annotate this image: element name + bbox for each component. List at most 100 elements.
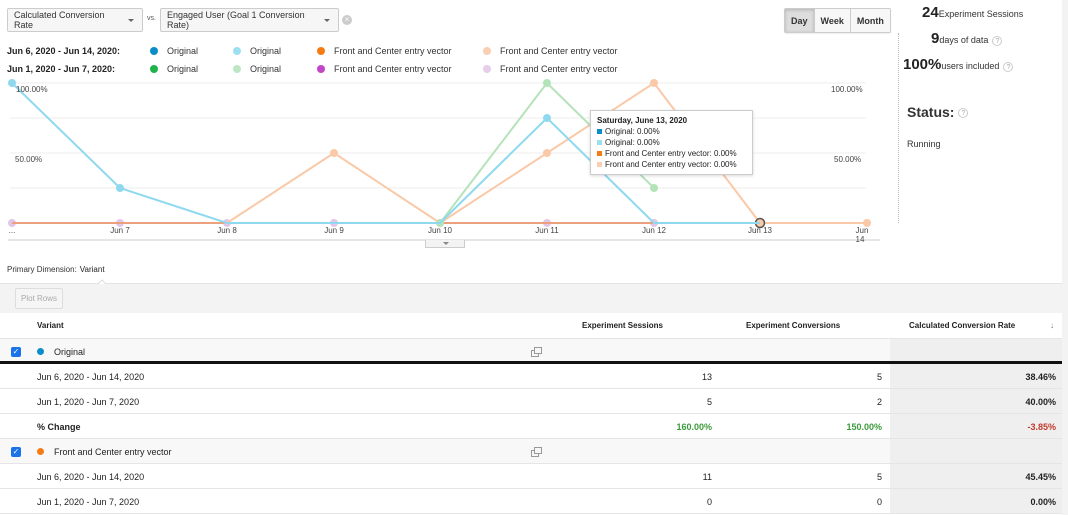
variant-dot-icon xyxy=(37,448,44,455)
column-header-rate[interactable]: Calculated Conversion Rate xyxy=(909,321,1016,330)
dimension-pointer-icon xyxy=(98,279,106,284)
legend-dot-icon xyxy=(317,47,325,55)
help-icon[interactable]: ? xyxy=(1003,61,1014,72)
primary-dimension-value[interactable]: Variant xyxy=(79,265,105,274)
rate-cell: 38.46% xyxy=(1025,371,1056,382)
variant-name: Front and Center entry vector xyxy=(54,446,172,457)
series-line xyxy=(11,82,760,224)
data-point xyxy=(543,79,551,87)
remove-metric-icon[interactable]: × xyxy=(342,15,352,25)
chevron-down-icon xyxy=(128,18,134,22)
table-header: Variant Experiment Sessions Experiment C… xyxy=(0,313,1062,339)
series-swatch-icon xyxy=(597,129,602,134)
line-chart[interactable]: 100.00% 50.00% 100.00% 50.00% ... Jun 7 … xyxy=(0,76,890,256)
legend-dot-icon xyxy=(483,65,491,73)
legend-item: Original xyxy=(150,64,233,74)
period-week-button[interactable]: Week xyxy=(813,9,850,32)
summary-divider xyxy=(898,33,899,223)
x-axis-tick: Jun 7 xyxy=(110,226,130,235)
column-header-sessions[interactable]: Experiment Sessions xyxy=(582,321,663,330)
table-row: Jun 1, 2020 - Jun 7, 2020 5 2 40.00% xyxy=(0,389,1062,414)
sort-desc-icon[interactable]: ↓ xyxy=(1050,321,1054,330)
legend-item: Original xyxy=(150,46,233,56)
conversions-cell: 5 xyxy=(876,371,882,382)
data-point xyxy=(650,79,658,87)
column-header-variant[interactable]: Variant xyxy=(37,321,64,330)
secondary-metric-label: Engaged User (Goal 1 Conversion Rate) xyxy=(167,10,305,30)
x-axis-tick: Jun 11 xyxy=(535,226,559,235)
x-axis-tick: Jun 10 xyxy=(427,226,453,235)
x-axis-tick: Jun 14 xyxy=(855,226,869,244)
sessions-change-cell: 160.00% xyxy=(676,421,712,432)
primary-metric-dropdown[interactable]: Calculated Conversion Rate xyxy=(7,8,143,32)
rate-cell: 0.00% xyxy=(1030,496,1056,507)
legend-dot-icon xyxy=(150,65,158,73)
popout-icon[interactable] xyxy=(531,347,542,357)
series-swatch-icon xyxy=(597,162,602,167)
popout-icon[interactable] xyxy=(531,447,542,457)
table-row: Jun 6, 2020 - Jun 14, 2020 13 5 38.46% xyxy=(0,364,1062,389)
y-axis-right-tick: 50.00% xyxy=(834,155,862,164)
x-axis-tick: ... xyxy=(8,226,16,235)
series-swatch-icon xyxy=(597,140,602,145)
y-axis-left-tick: 100.00% xyxy=(16,85,48,94)
row-label: Jun 6, 2020 - Jun 14, 2020 xyxy=(37,471,145,482)
legend-item: Front and Center entry vector xyxy=(483,46,618,56)
sessions-label: Experiment Sessions xyxy=(938,9,1024,19)
data-point xyxy=(543,114,551,122)
table-group-row: ✓ Front and Center entry vector xyxy=(0,439,1062,464)
sessions-cell: 11 xyxy=(702,471,712,482)
legend-dot-icon xyxy=(483,47,491,55)
help-icon[interactable]: ? xyxy=(992,35,1003,46)
row-label: Jun 6, 2020 - Jun 14, 2020 xyxy=(37,371,145,382)
rate-change-cell: -3.85% xyxy=(1027,421,1056,432)
variant-dot-icon xyxy=(37,348,44,355)
chart-resize-handle[interactable] xyxy=(425,240,465,248)
users-label: users included xyxy=(941,61,1000,71)
days-value: 9 xyxy=(931,30,940,47)
primary-dimension: Primary Dimension: Variant xyxy=(7,265,105,274)
column-header-conversions[interactable]: Experiment Conversions xyxy=(746,321,841,330)
legend-item: Front and Center entry vector xyxy=(317,64,483,74)
rate-cell: 45.45% xyxy=(1025,471,1056,482)
x-axis-tick: Jun 12 xyxy=(641,226,667,235)
period-toggle: Day Week Month xyxy=(784,8,891,33)
vs-label: vs. xyxy=(147,15,156,22)
chart-tooltip: Saturday, June 13, 2020 Original: 0.00% … xyxy=(590,110,753,175)
data-point xyxy=(863,219,871,227)
tooltip-row: Original: 0.00% xyxy=(597,137,746,148)
row-label: % Change xyxy=(37,421,81,432)
users-value: 100% xyxy=(903,56,942,73)
series-swatch-icon xyxy=(597,151,602,156)
plot-rows-button[interactable]: Plot Rows xyxy=(15,288,64,309)
period-month-button[interactable]: Month xyxy=(849,9,890,32)
tooltip-row: Front and Center entry vector: 0.00% xyxy=(597,159,746,170)
help-icon[interactable]: ? xyxy=(958,108,969,119)
row-checkbox[interactable]: ✓ xyxy=(11,346,21,357)
days-label: days of data xyxy=(939,35,989,45)
table-row: Jun 1, 2020 - Jun 7, 2020 0 0 0.00% xyxy=(0,489,1062,514)
secondary-metric-dropdown[interactable]: Engaged User (Goal 1 Conversion Rate) xyxy=(160,8,339,32)
primary-dimension-label: Primary Dimension: xyxy=(7,265,77,274)
primary-metric-label: Calculated Conversion Rate xyxy=(14,10,105,30)
legend-item: Original xyxy=(233,46,317,56)
data-point xyxy=(330,149,338,157)
table-group-row: ✓ Original xyxy=(0,339,1062,364)
legend-row-current: Jun 6, 2020 - Jun 14, 2020: Original Ori… xyxy=(7,46,618,56)
conversions-cell: 0 xyxy=(876,496,882,507)
table-change-row: % Change 160.00% 150.00% -3.85% xyxy=(0,414,1062,439)
period-day-button[interactable]: Day xyxy=(785,9,814,32)
x-axis-tick: Jun 9 xyxy=(324,226,344,235)
data-point xyxy=(116,184,124,192)
conversions-cell: 5 xyxy=(876,471,882,482)
users-stat: 100%users included? xyxy=(903,56,1014,73)
table-row: Jun 6, 2020 - Jun 14, 2020 11 5 45.45% xyxy=(0,464,1062,489)
data-point xyxy=(543,149,551,157)
row-checkbox[interactable]: ✓ xyxy=(11,446,21,457)
legend-item: Front and Center entry vector xyxy=(317,46,483,56)
sessions-stat: 24Experiment Sessions xyxy=(922,4,1023,21)
tooltip-row: Front and Center entry vector: 0.00% xyxy=(597,148,746,159)
legend-dot-icon xyxy=(150,47,158,55)
chevron-down-icon xyxy=(324,18,330,22)
sessions-cell: 5 xyxy=(706,396,712,407)
